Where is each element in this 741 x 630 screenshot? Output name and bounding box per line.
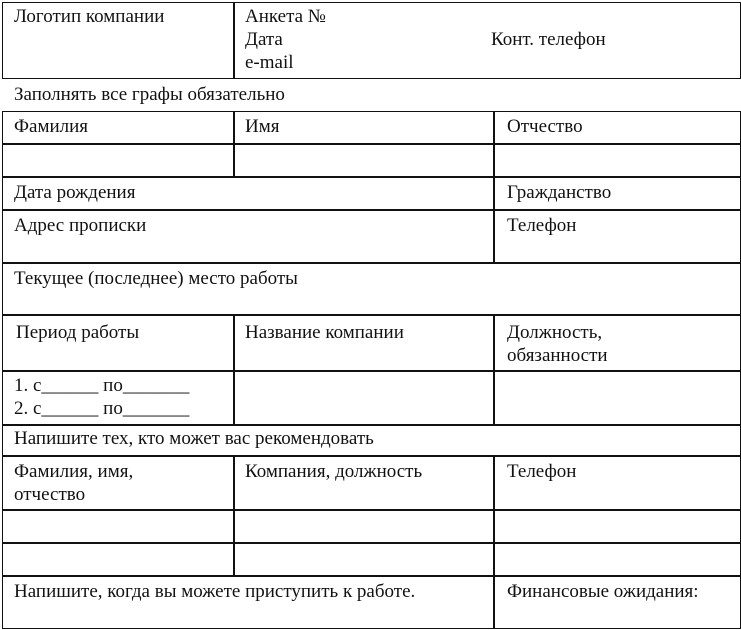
- birth-date-label: Дата рождения: [14, 182, 136, 203]
- instruction-text: Заполнять все графы обязательно: [14, 84, 285, 105]
- ref-company-header: [233, 455, 495, 511]
- start-date-field[interactable]: [2, 575, 495, 629]
- ref1-name-field[interactable]: [2, 509, 235, 544]
- citizenship-label: Гражданство: [507, 182, 612, 203]
- work-period-header: [2, 314, 235, 372]
- work-period-label: Период работы: [16, 322, 140, 343]
- address-label: Адрес прописки: [14, 215, 147, 236]
- work-period-lines: 1. с______ по_______ 2. с______ по______…: [14, 375, 190, 419]
- position-field[interactable]: [493, 370, 741, 426]
- birth-date-field[interactable]: [2, 176, 495, 211]
- ref-name-label: Фамилия, имя, отчество: [14, 461, 134, 505]
- contact-phone-label: Конт. телефон: [491, 29, 606, 50]
- first-name-label: Имя: [245, 116, 280, 137]
- first-name-field[interactable]: [233, 143, 495, 178]
- ref-phone-label: Телефон: [507, 461, 577, 482]
- phone-label: Телефон: [507, 215, 577, 236]
- position-label: Должность, обязанности: [507, 322, 608, 366]
- patronymic-label: Отчество: [507, 116, 583, 137]
- start-date-label: Напишите, когда вы можете приступить к р…: [14, 581, 416, 602]
- ref-company-label: Компания, должность: [245, 461, 423, 482]
- company-name-header: [233, 314, 495, 372]
- current-job-label: Текущее (последнее) место работы: [14, 268, 298, 289]
- date-label: Дата: [245, 29, 283, 50]
- address-field[interactable]: [2, 209, 495, 264]
- work-period-field[interactable]: [2, 370, 235, 426]
- ref1-company-field[interactable]: [233, 509, 495, 544]
- ref1-phone-field[interactable]: [493, 509, 741, 544]
- logo-cell: [2, 2, 235, 79]
- logo-label: Логотип компании: [14, 6, 165, 27]
- last-name-label: Фамилия: [14, 116, 89, 137]
- company-name-label: Название компании: [245, 322, 404, 343]
- salary-label: Финансовые ожидания:: [507, 581, 699, 602]
- last-name-field[interactable]: [2, 143, 235, 178]
- ref2-name-field[interactable]: [2, 542, 235, 577]
- ref-name-header: [2, 455, 235, 511]
- ref2-phone-field[interactable]: [493, 542, 741, 577]
- references-title: Напишите тех, кто может вас рекомендоват…: [14, 428, 374, 449]
- last-name-header: [2, 111, 235, 145]
- form-number-label: Анкета №: [245, 6, 326, 27]
- email-label: e-mail: [245, 52, 294, 73]
- first-name-header: [233, 111, 495, 145]
- company-name-field[interactable]: [233, 370, 495, 426]
- ref2-company-field[interactable]: [233, 542, 495, 577]
- patronymic-field[interactable]: [493, 143, 741, 178]
